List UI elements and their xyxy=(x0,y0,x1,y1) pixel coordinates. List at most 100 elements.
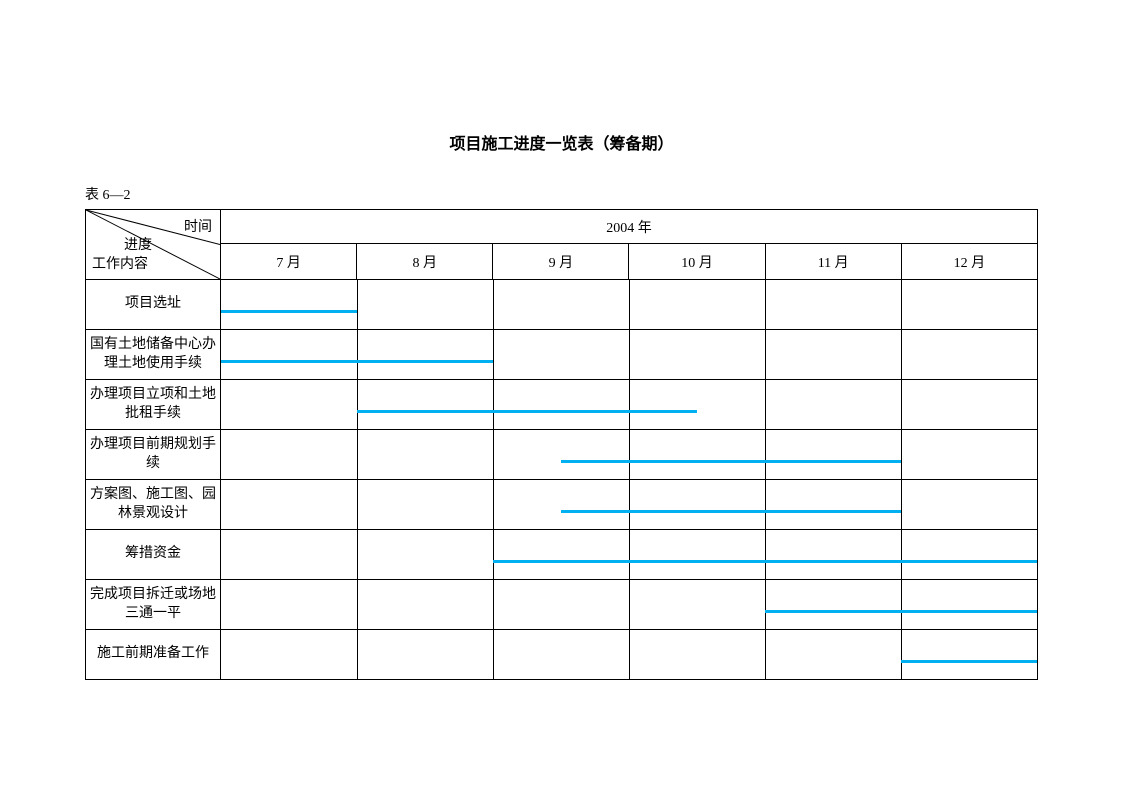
month-divider xyxy=(765,530,766,579)
table-row: 项目选址 xyxy=(86,280,1038,330)
table-row: 办理项目立项和土地批租手续 xyxy=(86,380,1038,430)
month-divider xyxy=(765,280,766,329)
month-divider xyxy=(357,630,358,679)
month-divider xyxy=(629,380,630,429)
table-row: 筹措资金 xyxy=(86,530,1038,580)
month-divider xyxy=(901,380,902,429)
task-label-cell: 施工前期准备工作 xyxy=(86,630,221,680)
gantt-bar-area xyxy=(221,530,1038,580)
task-label: 施工前期准备工作 xyxy=(90,645,216,663)
month-divider xyxy=(493,380,494,429)
month-divider xyxy=(901,480,902,529)
task-label: 完成项目拆迁或场地三通一平 xyxy=(90,586,216,622)
year-header: 2004 年 xyxy=(221,210,1038,244)
month-divider xyxy=(493,280,494,329)
month-divider xyxy=(629,280,630,329)
gantt-container xyxy=(221,280,1037,329)
month-divider xyxy=(765,580,766,629)
header-work-label: 工作内容 xyxy=(92,253,148,273)
month-divider xyxy=(629,580,630,629)
gantt-bar-area xyxy=(221,430,1038,480)
gantt-container xyxy=(221,630,1037,679)
table-number-label: 表 6—2 xyxy=(85,184,1038,204)
month-header: 10 月 xyxy=(629,244,765,280)
month-divider xyxy=(629,430,630,479)
gantt-table: 时间 进度 工作内容 2004 年 7 月8 月9 月10 月11 月12 月 … xyxy=(85,209,1038,680)
month-divider xyxy=(357,280,358,329)
gantt-bar-area xyxy=(221,480,1038,530)
gantt-bar xyxy=(561,510,901,513)
month-divider xyxy=(901,330,902,379)
gantt-bar-area xyxy=(221,280,1038,330)
month-header: 8 月 xyxy=(357,244,493,280)
month-divider xyxy=(493,430,494,479)
gantt-container xyxy=(221,430,1037,479)
month-divider xyxy=(629,480,630,529)
task-label-cell: 方案图、施工图、园林景观设计 xyxy=(86,480,221,530)
task-label-cell: 项目选址 xyxy=(86,280,221,330)
month-header: 7 月 xyxy=(221,244,357,280)
gantt-bar xyxy=(765,610,1037,613)
month-divider xyxy=(629,630,630,679)
month-divider xyxy=(493,630,494,679)
gantt-bar xyxy=(493,560,1037,563)
month-divider xyxy=(765,380,766,429)
month-divider xyxy=(493,480,494,529)
task-label-cell: 办理项目立项和土地批租手续 xyxy=(86,380,221,430)
gantt-bar-area xyxy=(221,580,1038,630)
gantt-container xyxy=(221,530,1037,579)
month-divider xyxy=(493,330,494,379)
month-divider xyxy=(357,530,358,579)
header-diagonal-cell: 时间 进度 工作内容 xyxy=(86,210,221,280)
month-divider xyxy=(357,430,358,479)
month-divider xyxy=(765,330,766,379)
task-label: 办理项目立项和土地批租手续 xyxy=(90,386,216,422)
month-divider xyxy=(357,480,358,529)
gantt-bar-area xyxy=(221,380,1038,430)
table-row: 完成项目拆迁或场地三通一平 xyxy=(86,580,1038,630)
page-title: 项目施工进度一览表（筹备期） xyxy=(85,130,1038,154)
task-label: 办理项目前期规划手续 xyxy=(90,436,216,472)
month-divider xyxy=(493,530,494,579)
month-divider xyxy=(629,530,630,579)
month-header: 12 月 xyxy=(901,244,1037,280)
task-label: 国有土地储备中心办理土地使用手续 xyxy=(90,336,216,372)
month-divider xyxy=(765,480,766,529)
month-divider xyxy=(901,630,902,679)
month-divider xyxy=(901,530,902,579)
month-divider xyxy=(357,380,358,429)
month-divider xyxy=(629,330,630,379)
table-row: 方案图、施工图、园林景观设计 xyxy=(86,480,1038,530)
gantt-bar xyxy=(901,660,1037,663)
header-time-label: 时间 xyxy=(184,216,212,236)
table-row: 国有土地储备中心办理土地使用手续 xyxy=(86,330,1038,380)
task-label-cell: 筹措资金 xyxy=(86,530,221,580)
task-label: 项目选址 xyxy=(90,295,216,313)
gantt-bar xyxy=(561,460,901,463)
month-divider xyxy=(901,280,902,329)
gantt-bar-area xyxy=(221,630,1038,680)
task-label-cell: 国有土地储备中心办理土地使用手续 xyxy=(86,330,221,380)
gantt-bar xyxy=(221,360,493,363)
gantt-container xyxy=(221,480,1037,529)
task-label: 方案图、施工图、园林景观设计 xyxy=(90,486,216,522)
task-label-cell: 完成项目拆迁或场地三通一平 xyxy=(86,580,221,630)
header-progress-label: 进度 xyxy=(124,234,152,254)
month-divider xyxy=(493,580,494,629)
gantt-container xyxy=(221,380,1037,429)
gantt-bar-area xyxy=(221,330,1038,380)
table-row: 施工前期准备工作 xyxy=(86,630,1038,680)
month-divider xyxy=(357,580,358,629)
month-divider xyxy=(765,630,766,679)
task-label-cell: 办理项目前期规划手续 xyxy=(86,430,221,480)
month-divider xyxy=(901,580,902,629)
gantt-bar xyxy=(221,310,357,313)
gantt-container xyxy=(221,330,1037,379)
month-divider xyxy=(357,330,358,379)
gantt-container xyxy=(221,580,1037,629)
month-divider xyxy=(901,430,902,479)
gantt-bar xyxy=(357,410,697,413)
table-row: 办理项目前期规划手续 xyxy=(86,430,1038,480)
task-label: 筹措资金 xyxy=(90,545,216,563)
month-header: 9 月 xyxy=(493,244,629,280)
